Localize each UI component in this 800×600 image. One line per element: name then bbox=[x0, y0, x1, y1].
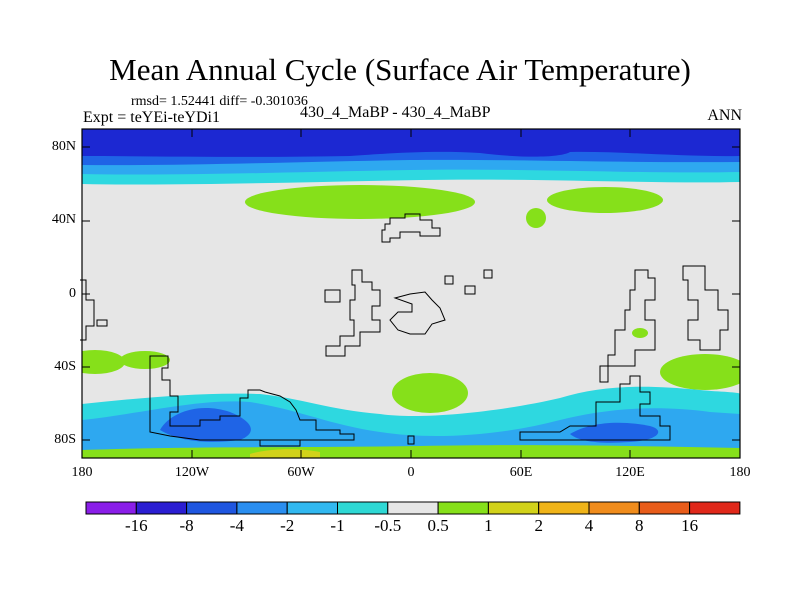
case-label: 430_4_MaBP - 430_4_MaBP bbox=[300, 104, 491, 121]
colorbar-label: -2 bbox=[280, 516, 295, 535]
warm-patch-africa bbox=[632, 328, 648, 338]
coast-antarctica-west bbox=[149, 355, 355, 441]
colorbar-swatch bbox=[286, 501, 339, 515]
coast-island-4 bbox=[483, 269, 493, 279]
lon-label-180e: 180 bbox=[729, 465, 751, 480]
colorbar-swatch bbox=[538, 501, 590, 515]
warm-patch-south-west bbox=[82, 350, 125, 374]
coast-island-2 bbox=[444, 275, 454, 285]
colorbar-label: 1 bbox=[484, 516, 493, 535]
colorbar-swatch bbox=[638, 501, 691, 515]
coast-island-5 bbox=[96, 319, 108, 327]
colorbar-swatch bbox=[487, 501, 540, 515]
warm-patch-asia bbox=[526, 208, 546, 228]
lon-label-180w: 180 bbox=[71, 465, 93, 480]
coast-antarctica-east bbox=[519, 375, 671, 441]
antarctic-yellow-fringe bbox=[250, 449, 320, 458]
colorbar-swatch bbox=[387, 501, 439, 515]
lon-label-0: 0 bbox=[407, 465, 415, 480]
colorbar-swatch bbox=[236, 501, 288, 515]
warm-patch-mid-south bbox=[120, 351, 170, 369]
coast-east-continent bbox=[599, 269, 656, 383]
colorbar-swatch bbox=[85, 501, 137, 515]
warm-patch-south-pacific bbox=[392, 373, 468, 413]
colorbar-label: 2 bbox=[534, 516, 543, 535]
colorbar-label: -16 bbox=[124, 516, 148, 535]
axis-ticks bbox=[81, 129, 740, 458]
colorbar-label: -0.5 bbox=[374, 516, 402, 535]
coast-africa bbox=[325, 269, 381, 357]
antarctic-blue-patch-2 bbox=[570, 422, 659, 443]
colorbar-swatch bbox=[689, 501, 741, 515]
arctic-deep-blue-band bbox=[82, 129, 740, 157]
lat-label-80s: 80S bbox=[54, 432, 76, 447]
lat-label-80n: 80N bbox=[51, 139, 76, 154]
experiment-label: Expt = teYEi-teYDi1 bbox=[83, 109, 220, 126]
warm-patch-south-east bbox=[660, 354, 740, 390]
lon-label-120e: 120E bbox=[615, 465, 645, 480]
colorbar-swatch bbox=[437, 501, 489, 515]
colorbar-swatch bbox=[337, 501, 389, 515]
colorbar-label: -4 bbox=[229, 516, 244, 535]
colorbar-swatch bbox=[135, 501, 188, 515]
colorbar bbox=[85, 501, 741, 515]
lat-label-40n: 40N bbox=[51, 212, 76, 227]
colorbar-label: 8 bbox=[635, 516, 644, 535]
colorbar-swatch bbox=[588, 501, 640, 515]
lat-label-40s: 40S bbox=[54, 359, 76, 374]
warm-patch-east bbox=[547, 187, 663, 213]
coast-antarctic-peninsula bbox=[259, 439, 301, 447]
warm-patch-north-atlantic bbox=[245, 185, 475, 219]
coast-europe bbox=[381, 213, 441, 243]
antarctic-light-blue-band bbox=[82, 401, 740, 458]
lon-label-120w: 120W bbox=[174, 465, 210, 480]
stats-text: rmsd= 1.52441 diff= -0.301036 bbox=[131, 94, 308, 109]
coast-island-3 bbox=[464, 285, 476, 295]
temperature-field bbox=[82, 129, 740, 458]
colorbar-label: 4 bbox=[584, 516, 594, 535]
season-label: ANN bbox=[707, 107, 742, 124]
colorbar-label: 16 bbox=[681, 516, 699, 535]
colorbar-label: -8 bbox=[179, 516, 194, 535]
colorbar-swatch bbox=[186, 501, 238, 515]
colorbar-label: -1 bbox=[330, 516, 345, 535]
coast-madagascar bbox=[389, 291, 446, 335]
colorbar-label: 0.5 bbox=[427, 516, 449, 535]
lon-label-60w: 60W bbox=[287, 465, 315, 480]
coast-antarctic-small bbox=[407, 435, 415, 445]
coast-southamerica bbox=[80, 279, 95, 341]
coast-australia bbox=[682, 265, 729, 351]
lat-label-0: 0 bbox=[69, 286, 76, 301]
lon-label-60e: 60E bbox=[509, 465, 533, 480]
coast-island bbox=[324, 289, 341, 303]
plot-title: Mean Annual Cycle (Surface Air Temperatu… bbox=[109, 52, 691, 87]
coastlines bbox=[80, 213, 729, 447]
